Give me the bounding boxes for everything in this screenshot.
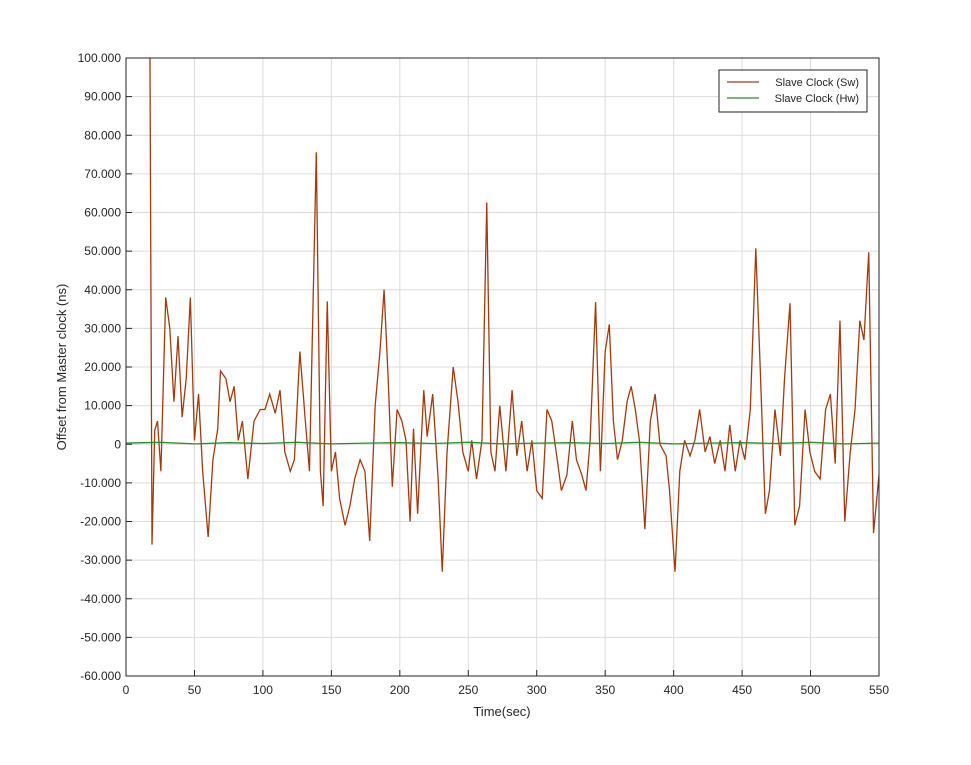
legend-label: Slave Clock (Hw) [775, 93, 859, 105]
legend-label: Slave Clock (Sw) [775, 77, 859, 89]
y-axis-label: Offset from Master clock (ns) [54, 284, 69, 451]
x-tick-label: 550 [869, 683, 889, 697]
series-line [126, 441, 879, 445]
y-tick-label: 20.000 [84, 360, 121, 374]
y-tick-label: -30.000 [80, 553, 121, 567]
y-tick-label: -20.000 [80, 515, 121, 529]
y-tick-label: 0 [114, 437, 121, 451]
x-tick-label: 300 [527, 683, 547, 697]
x-tick-label: 350 [595, 683, 615, 697]
y-tick-label: -40.000 [80, 592, 121, 606]
y-tick-label: 10.000 [84, 399, 121, 413]
y-tick-label: 60.000 [84, 206, 121, 220]
x-tick-label: 0 [123, 683, 130, 697]
x-axis-label: Time(sec) [473, 704, 530, 719]
x-tick-label: 400 [664, 683, 684, 697]
series-line [149, 58, 879, 572]
x-tick-label: 150 [321, 683, 341, 697]
y-tick-label: 80.000 [84, 128, 121, 142]
y-tick-label: 40.000 [84, 283, 121, 297]
y-tick-label: 30.000 [84, 321, 121, 335]
y-tick-label: 90.000 [84, 90, 121, 104]
y-tick-label: 50.000 [84, 244, 121, 258]
x-tick-label: 50 [188, 683, 202, 697]
x-tick-label: 450 [732, 683, 752, 697]
y-tick-label: -60.000 [80, 669, 121, 683]
y-tick-label: -50.000 [80, 630, 121, 644]
x-tick-label: 250 [458, 683, 478, 697]
x-tick-label: 200 [390, 683, 410, 697]
y-tick-label: 100.000 [78, 51, 122, 65]
x-tick-label: 500 [801, 683, 821, 697]
y-tick-label: -10.000 [80, 476, 121, 490]
legend-box [718, 69, 868, 113]
x-tick-label: 100 [253, 683, 273, 697]
y-tick-label: 70.000 [84, 167, 121, 181]
plot-frame [125, 57, 880, 677]
